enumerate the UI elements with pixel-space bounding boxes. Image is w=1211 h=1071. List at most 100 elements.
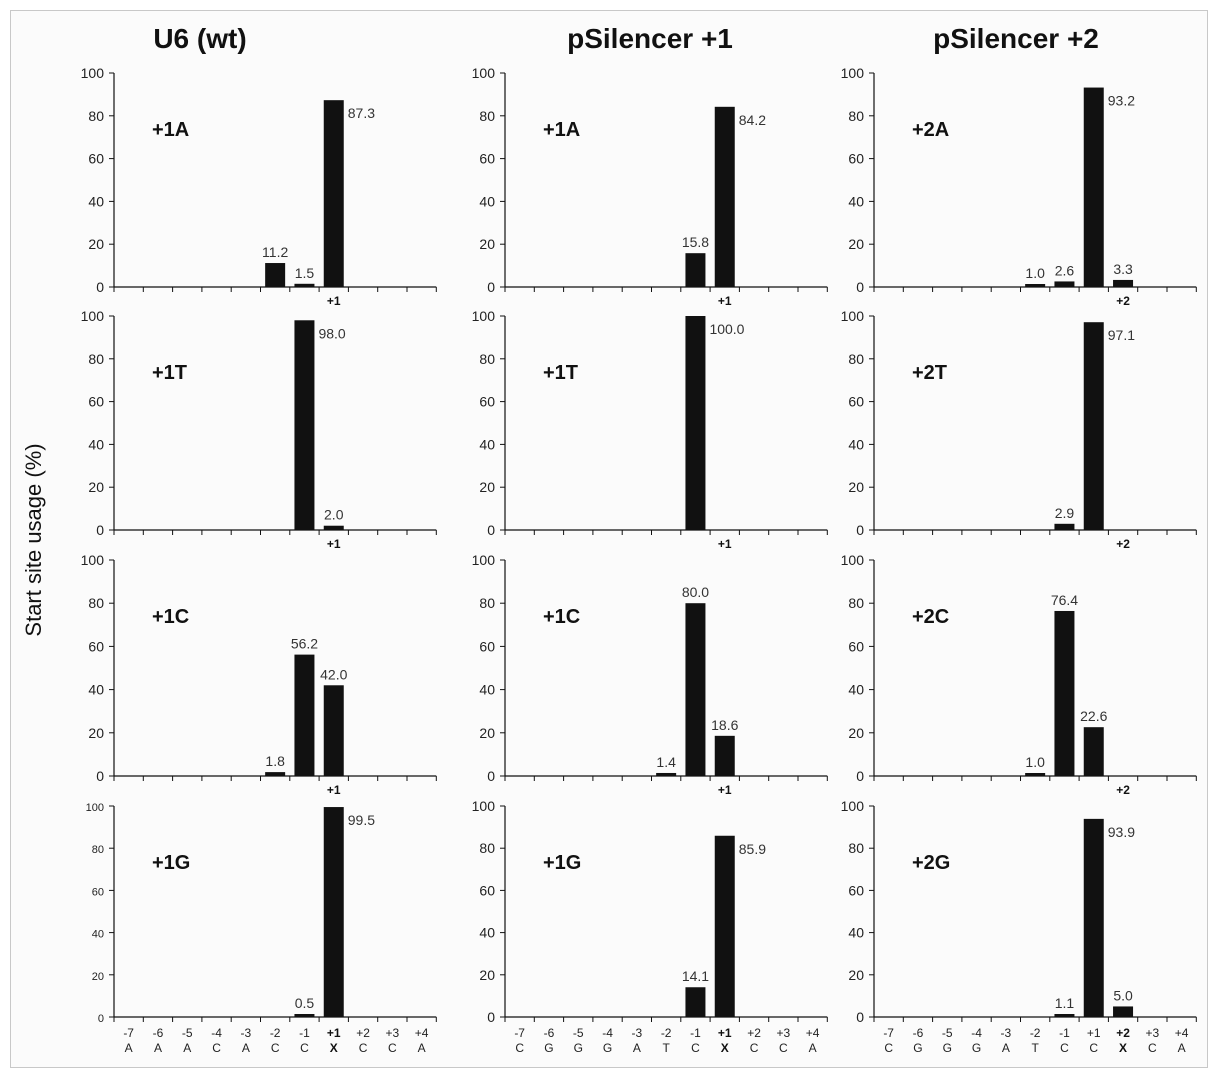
x-tick-label: -4 — [602, 1026, 613, 1040]
y-tick-label: 80 — [848, 351, 864, 367]
y-tick-label: 0 — [856, 768, 864, 784]
value-label: 99.5 — [348, 812, 375, 828]
x-base-label: T — [1031, 1041, 1039, 1055]
x-tick-label: -7 — [514, 1026, 525, 1040]
column-title-psilencer-2: pSilencer +2 — [933, 23, 1099, 54]
x-tick-label: +2 — [1116, 1026, 1130, 1040]
x-tick-label: +4 — [415, 1026, 429, 1040]
panel-plus2C-col2: 0 20 40 60 80 100 1.0 76.4 22.6 +2C +2 — [841, 552, 1197, 797]
x-tick-label: +1 — [1087, 1026, 1101, 1040]
x-tick-label: -2 — [270, 1026, 281, 1040]
bar--1 — [294, 320, 315, 530]
bar--1 — [1054, 610, 1075, 776]
bar--1 — [1054, 281, 1075, 287]
bar-+1 — [1083, 727, 1104, 776]
y-tick-label: 20 — [88, 479, 104, 495]
bar-+1 — [1083, 322, 1104, 530]
y-tick-label: 80 — [848, 108, 864, 124]
figure-frame — [10, 10, 1208, 1068]
value-label: 93.2 — [1108, 93, 1135, 109]
bar-+1 — [1083, 818, 1104, 1017]
y-tick-label: 0 — [487, 522, 495, 538]
bar--2 — [265, 263, 286, 287]
y-tick-label: 80 — [88, 351, 104, 367]
x-base-label: X — [721, 1041, 729, 1055]
value-label: 2.0 — [324, 507, 344, 523]
value-label: 85.9 — [739, 841, 766, 857]
y-tick-label: 100 — [86, 802, 104, 814]
column-title-psilencer-1: pSilencer +1 — [567, 23, 733, 54]
bar--2 — [656, 772, 677, 776]
value-label: 1.0 — [1025, 265, 1045, 281]
y-tick-label: 100 — [472, 65, 496, 81]
bar-+1 — [323, 685, 344, 776]
y-tick-label: 80 — [88, 108, 104, 124]
bar-+1 — [714, 735, 735, 776]
panel-label: +2T — [912, 362, 947, 384]
value-label: 87.3 — [348, 105, 375, 121]
x-base-label: C — [1089, 1041, 1098, 1055]
panel-label: +2A — [912, 119, 949, 141]
x-tick-label: -2 — [1030, 1026, 1041, 1040]
panel-label: +1G — [543, 852, 581, 874]
y-tick-label: 100 — [81, 65, 105, 81]
value-label: 11.2 — [262, 244, 288, 260]
bar--1 — [294, 283, 315, 287]
y-tick-label: 40 — [92, 929, 104, 941]
y-tick-label: 100 — [841, 308, 865, 324]
bar-+1 — [323, 807, 344, 1017]
x-tick-label: -7 — [123, 1026, 134, 1040]
bar-+1 — [323, 100, 344, 287]
x-tick-label: -4 — [211, 1026, 222, 1040]
start-site-marker: +1 — [327, 783, 341, 797]
y-tick-label: 60 — [479, 638, 495, 654]
value-label: 2.6 — [1055, 262, 1075, 278]
y-tick-label: 80 — [848, 595, 864, 611]
y-tick-label: 20 — [479, 725, 495, 741]
y-tick-label: 60 — [88, 151, 104, 167]
value-label: 18.6 — [711, 717, 738, 733]
panel-label: +2G — [912, 852, 950, 874]
panel-plus1T-col0: 0 20 40 60 80 100 98.0 2.0 +1T +1 — [81, 308, 437, 551]
value-label: 56.2 — [291, 636, 318, 652]
x-tick-label: -7 — [883, 1026, 894, 1040]
x-tick-label: +2 — [747, 1026, 761, 1040]
panels: 02040608010011.21.587.3+1A+1020406080100… — [81, 65, 1197, 1055]
y-tick-label: 60 — [848, 882, 864, 898]
x-base-label: C — [884, 1041, 893, 1055]
x-tick-label: +4 — [806, 1026, 820, 1040]
start-site-marker: +2 — [1116, 294, 1130, 308]
panel-label: +1A — [152, 119, 189, 141]
panel-plus2G-col2: 0204060801001.193.95.0+2G-7C-6G-5G-4G-3A… — [841, 798, 1197, 1055]
x-tick-label: -5 — [182, 1026, 193, 1040]
x-base-label: A — [183, 1041, 191, 1055]
start-site-marker: +1 — [327, 537, 341, 551]
y-tick-label: 0 — [98, 1013, 104, 1025]
x-base-label: A — [125, 1041, 133, 1055]
y-tick-label: 0 — [96, 279, 104, 295]
y-tick-label: 100 — [841, 65, 865, 81]
start-site-marker: +1 — [327, 294, 341, 308]
y-tick-label: 60 — [848, 151, 864, 167]
x-base-label: A — [809, 1041, 817, 1055]
y-tick-label: 100 — [841, 552, 865, 568]
x-base-label: T — [662, 1041, 670, 1055]
x-tick-label: +1 — [327, 1026, 341, 1040]
y-tick-label: 40 — [88, 436, 104, 452]
panel-label: +1A — [543, 119, 580, 141]
y-tick-label: 20 — [848, 479, 864, 495]
x-tick-label: +2 — [356, 1026, 370, 1040]
bar--1 — [685, 987, 706, 1017]
panel-label: +2C — [912, 606, 949, 628]
y-tick-label: 100 — [472, 552, 496, 568]
y-tick-label: 0 — [96, 522, 104, 538]
y-tick-label: 0 — [487, 1009, 495, 1025]
x-base-label: G — [972, 1041, 981, 1055]
panel-plus1G-col0: 0204060801000.599.5+1G-7A-6A-5A-4C-3A-2C… — [86, 802, 437, 1055]
x-base-label: G — [943, 1041, 952, 1055]
y-tick-label: 80 — [92, 844, 104, 856]
value-label: 22.6 — [1080, 708, 1107, 724]
value-label: 93.9 — [1108, 824, 1135, 840]
y-tick-label: 100 — [81, 552, 105, 568]
